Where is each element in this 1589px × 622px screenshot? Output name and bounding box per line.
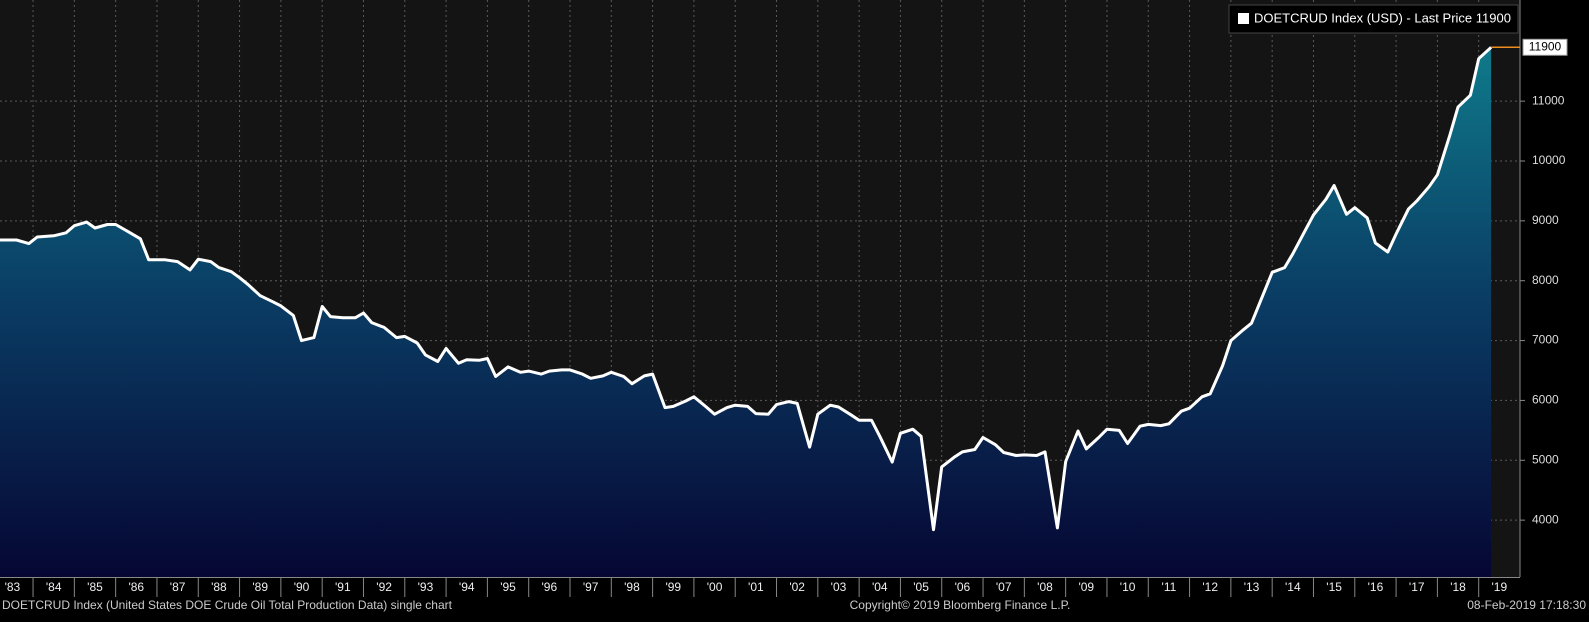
- x-tick-label: '16: [1368, 580, 1384, 594]
- x-tick-label: '94: [459, 580, 475, 594]
- x-tick-label: '19: [1492, 580, 1508, 594]
- x-tick-label: '08: [1037, 580, 1053, 594]
- x-tick-label: '06: [955, 580, 971, 594]
- x-tick-label: '98: [624, 580, 640, 594]
- x-tick-label: '91: [335, 580, 351, 594]
- x-tick-label: '95: [500, 580, 516, 594]
- x-tick-label: '12: [1202, 580, 1218, 594]
- x-tick-label: '17: [1409, 580, 1425, 594]
- legend: [1228, 4, 1519, 34]
- x-tick-label: '14: [1285, 580, 1301, 594]
- y-tick-label: 5000: [1532, 452, 1559, 466]
- x-tick-label: '04: [872, 580, 888, 594]
- x-tick-label: '05: [913, 580, 929, 594]
- x-tick-label: '09: [1078, 580, 1094, 594]
- x-tick-label: '96: [542, 580, 558, 594]
- footer-copyright: Copyright© 2019 Bloomberg Finance L.P.: [850, 598, 1071, 612]
- x-tick-label: '92: [376, 580, 392, 594]
- y-tick-label: 8000: [1532, 273, 1559, 287]
- footer-description: DOETCRUD Index (United States DOE Crude …: [2, 598, 453, 612]
- x-tick-label: '07: [996, 580, 1012, 594]
- x-tick-label: '84: [46, 580, 62, 594]
- x-tick-label: '15: [1326, 580, 1342, 594]
- x-tick-label: '99: [665, 580, 681, 594]
- x-tick-label: '13: [1244, 580, 1260, 594]
- x-tick-label: '83: [5, 580, 21, 594]
- y-tick-label: 9000: [1532, 213, 1559, 227]
- x-tick-label: '03: [831, 580, 847, 594]
- x-tick-label: '10: [1120, 580, 1136, 594]
- x-tick-label: '89: [252, 580, 268, 594]
- last-price-label: 11900: [1529, 39, 1562, 53]
- y-tick-label: 11000: [1532, 93, 1565, 107]
- y-tick-label: 6000: [1532, 393, 1559, 407]
- y-tick-label: 10000: [1532, 153, 1566, 167]
- x-tick-label: '18: [1450, 580, 1466, 594]
- y-tick-label: 7000: [1532, 333, 1559, 347]
- x-tick-label: '93: [418, 580, 434, 594]
- x-tick-label: '85: [87, 580, 103, 594]
- x-tick-label: '87: [170, 580, 186, 594]
- x-tick-label: '02: [789, 580, 805, 594]
- y-tick-label: 4000: [1532, 512, 1559, 526]
- last-price-box: [1522, 38, 1568, 56]
- legend-swatch: [1238, 13, 1249, 24]
- x-tick-label: '11: [1162, 580, 1177, 594]
- x-tick-label: '97: [583, 580, 599, 594]
- x-tick-label: '88: [211, 580, 227, 594]
- footer-timestamp: 08-Feb-2019 17:18:30: [1467, 598, 1586, 612]
- legend-label: DOETCRUD Index (USD) - Last Price 11900: [1254, 10, 1511, 25]
- line: [0, 46, 1493, 532]
- x-tick-label: '01: [748, 580, 764, 594]
- x-tick-label: '90: [294, 580, 310, 594]
- x-tick-label: '86: [128, 580, 144, 594]
- x-tick-label: '00: [707, 580, 723, 594]
- area: [0, 47, 1492, 578]
